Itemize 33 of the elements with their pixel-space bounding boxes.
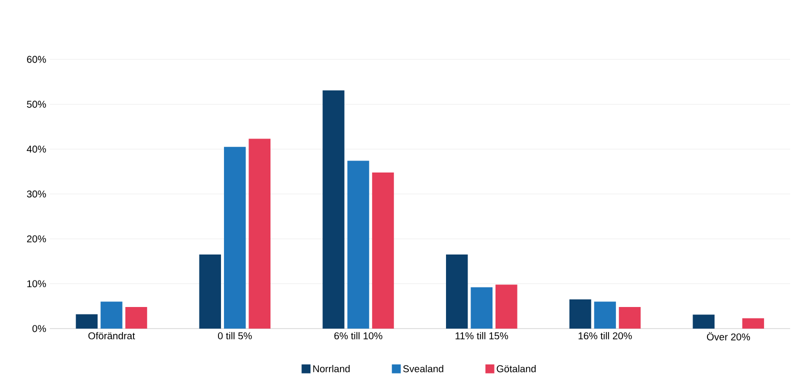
bar (446, 254, 468, 329)
bar (347, 160, 370, 329)
y-tick-label: 0% (32, 325, 46, 332)
bar (742, 318, 764, 329)
x-tick-label: 11% till 15% (456, 332, 508, 340)
bar (125, 307, 148, 329)
bar (100, 302, 122, 329)
x-tick-label: Över 20% (706, 332, 750, 340)
bar (470, 287, 493, 329)
bar (495, 284, 518, 329)
bar (692, 314, 715, 329)
y-tick-label: 50% (26, 100, 46, 108)
legend-label: Norrland (313, 365, 350, 372)
bar (248, 138, 270, 329)
bar (569, 299, 592, 329)
x-tick-label: Oförändrat (88, 332, 135, 340)
y-tick-label: 30% (26, 190, 46, 198)
y-tick-label: 40% (26, 146, 46, 153)
x-tick-label: 6% till 10% (334, 332, 382, 340)
bar (76, 314, 98, 329)
legend-label: Svealand (403, 365, 444, 372)
bar (224, 146, 246, 329)
legend-label: Götaland (496, 365, 536, 372)
x-tick-label: 0 till 5% (218, 332, 252, 340)
bar (372, 172, 394, 329)
y-tick-label: 10% (27, 280, 46, 288)
y-tick-label: 20% (27, 235, 46, 242)
bar (618, 307, 641, 329)
x-tick-label: 16% till 20% (578, 332, 632, 340)
bar (322, 90, 344, 329)
bar (594, 302, 616, 329)
y-tick-label: 60% (27, 56, 46, 63)
bar (199, 254, 222, 329)
